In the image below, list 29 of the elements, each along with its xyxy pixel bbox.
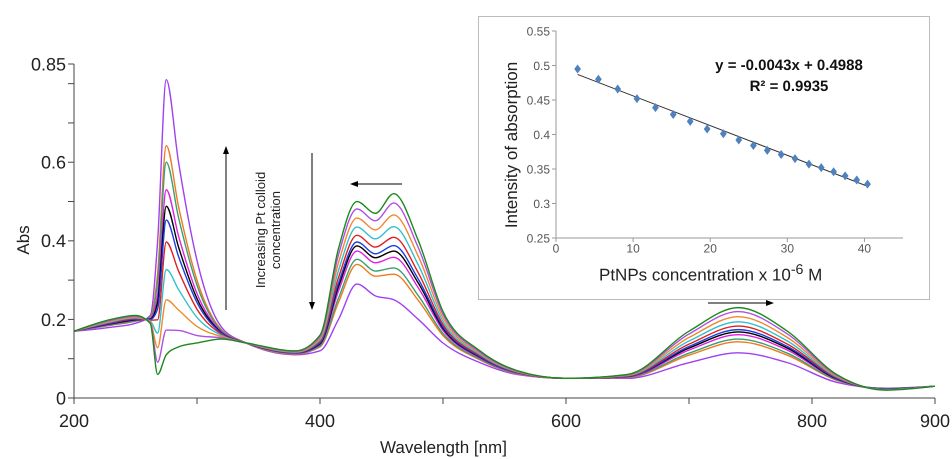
x-tick-label: 20 (704, 242, 718, 256)
x-tick-label: 40 (858, 242, 872, 256)
x-axis-title: PtNPs concentration x 10$^{-6}$ M (599, 262, 822, 286)
x-tick-label: 0 (552, 242, 560, 256)
x-tick-label: 400 (304, 410, 336, 431)
y-tick-label: 0.55 (526, 24, 550, 38)
x-axis-title: Wavelength [nm] (380, 438, 507, 458)
x-tick-label: 200 (58, 410, 90, 431)
y-tick-label: 0.6 (40, 152, 66, 173)
y-tick-label: 0.2 (40, 310, 66, 330)
annotation: y = -0.0043x + 0.4988 (715, 57, 863, 74)
x-tick-label: 900 (920, 410, 950, 431)
x-tick-label: 600 (550, 410, 582, 431)
annotation: Increasing Pt colloid concentration (253, 170, 283, 290)
y-tick-label: 0.3 (533, 196, 550, 211)
y-tick-label: 0.4 (533, 128, 550, 142)
y-tick-label: 0.45 (526, 93, 550, 108)
y-tick-label: 0.4 (40, 231, 66, 252)
y-axis-title: Intensity of absorption (502, 62, 522, 228)
x-tick-label: 10 (626, 242, 640, 256)
y-axis-title: Abs (14, 225, 34, 255)
x-tick-label: 800 (796, 410, 828, 431)
y-tick-label: 0.5 (533, 58, 550, 73)
annotation: R² = 0.9935 (750, 78, 828, 95)
y-tick-label: 0 (56, 388, 66, 408)
y-tick-label: 0.35 (526, 162, 550, 176)
y-tick-label: 0.85 (30, 54, 66, 74)
x-tick-label: 30 (780, 242, 794, 256)
y-tick-label: 0.25 (526, 231, 550, 246)
